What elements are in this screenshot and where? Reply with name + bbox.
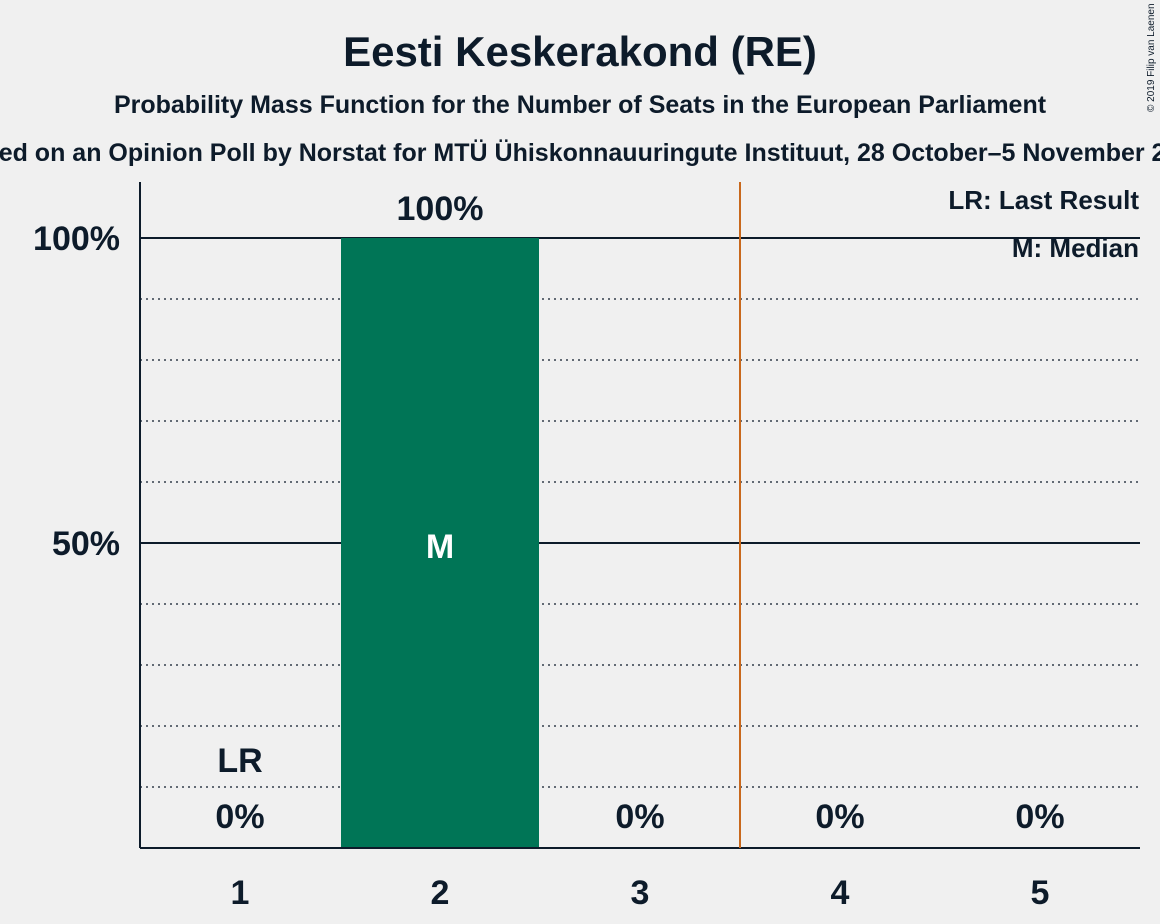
chart-subtitle-source: Based on an Opinion Poll by Norstat for … — [0, 138, 1160, 167]
x-tick-label: 2 — [431, 874, 450, 912]
legend-median: M: Median — [1012, 233, 1139, 263]
x-tick-label: 1 — [231, 874, 250, 912]
chart-subtitle: Probability Mass Function for the Number… — [114, 91, 1047, 119]
y-tick-label: 50% — [52, 525, 120, 563]
median-marker: M — [426, 528, 454, 566]
bar-value-label: 0% — [615, 798, 664, 836]
bar-value-label: 0% — [215, 798, 264, 836]
plot-area: 50% 100% 0% 100% 0% 0% 0% 1 2 3 4 5 LR M — [33, 182, 1140, 912]
bar-value-label: 0% — [1015, 798, 1064, 836]
copyright-note: © 2019 Filip van Laenen — [1146, 3, 1157, 112]
chart-title: Eesti Keskerakond (RE) — [343, 28, 817, 75]
last-result-marker: LR — [217, 742, 262, 780]
bar-value-label: 100% — [397, 190, 484, 228]
x-tick-label: 3 — [631, 874, 650, 912]
bar-value-label: 0% — [815, 798, 864, 836]
legend-last-result: LR: Last Result — [948, 185, 1139, 215]
x-tick-label: 5 — [1031, 874, 1050, 912]
bar — [341, 238, 539, 848]
x-tick-label: 4 — [831, 874, 850, 912]
y-tick-label: 100% — [33, 220, 120, 258]
